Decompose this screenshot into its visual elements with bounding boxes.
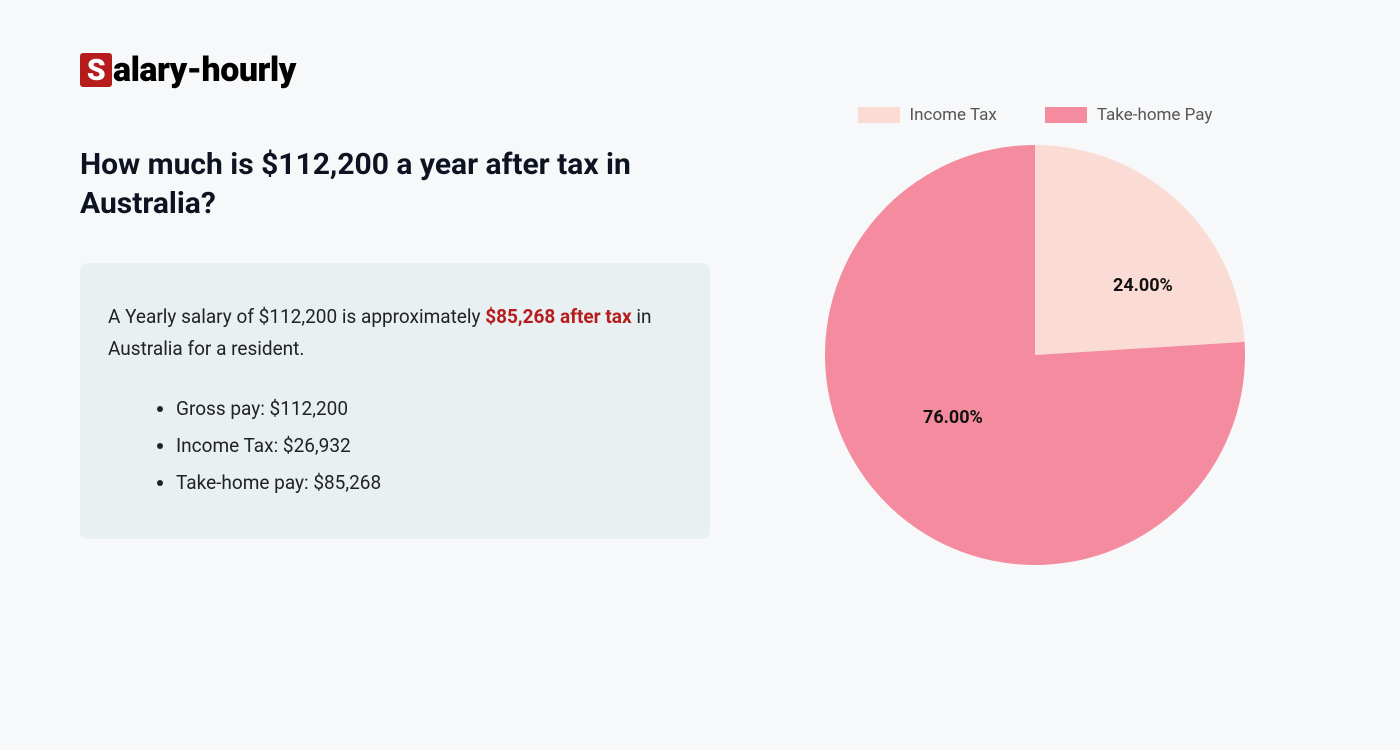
- left-column: Salary-hourly How much is $112,200 a yea…: [80, 50, 750, 700]
- summary-highlight: $85,268 after tax: [485, 305, 631, 328]
- logo-text: alary-hourly: [113, 50, 296, 90]
- breakdown-list: Gross pay: $112,200 Income Tax: $26,932 …: [108, 390, 672, 501]
- legend-item-take-home: Take-home Pay: [1045, 105, 1213, 125]
- page-title: How much is $112,200 a year after tax in…: [80, 145, 710, 223]
- slice-label-take-home: 76.00%: [923, 407, 983, 428]
- legend-label: Income Tax: [910, 105, 997, 125]
- pie-svg: [825, 145, 1245, 565]
- chart-legend: Income Tax Take-home Pay: [858, 105, 1213, 125]
- slice-label-income-tax: 24.00%: [1113, 275, 1173, 296]
- right-column: Income Tax Take-home Pay 24.00% 76.00%: [750, 50, 1320, 700]
- site-logo: Salary-hourly: [80, 50, 710, 90]
- summary-text: A Yearly salary of $112,200 is approxima…: [108, 301, 672, 366]
- summary-prefix: A Yearly salary of $112,200 is approxima…: [108, 305, 485, 328]
- legend-item-income-tax: Income Tax: [858, 105, 997, 125]
- legend-swatch: [858, 107, 900, 123]
- legend-swatch: [1045, 107, 1087, 123]
- list-item: Income Tax: $26,932: [176, 427, 672, 464]
- list-item: Take-home pay: $85,268: [176, 464, 672, 501]
- summary-info-box: A Yearly salary of $112,200 is approxima…: [80, 263, 710, 539]
- pie-chart: 24.00% 76.00%: [825, 145, 1245, 565]
- page-container: Salary-hourly How much is $112,200 a yea…: [0, 0, 1400, 750]
- pie-slice: [1035, 145, 1245, 355]
- logo-badge: S: [80, 53, 112, 87]
- legend-label: Take-home Pay: [1097, 105, 1213, 125]
- list-item: Gross pay: $112,200: [176, 390, 672, 427]
